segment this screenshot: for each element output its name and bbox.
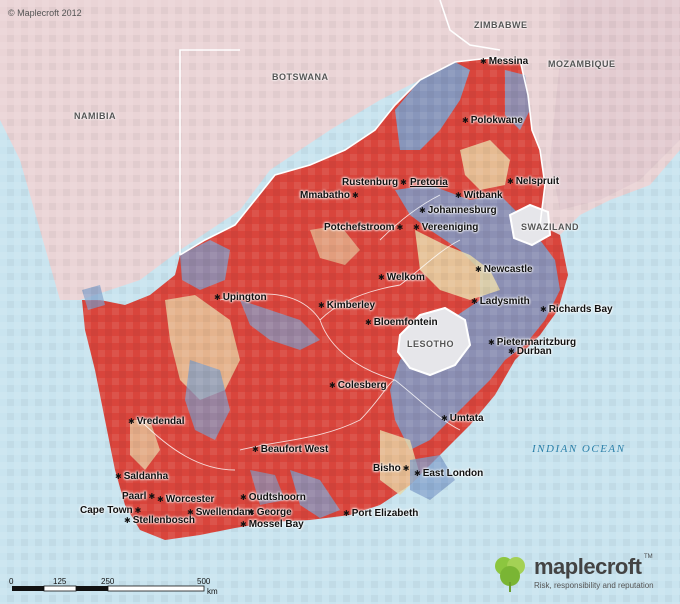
- city-colesberg[interactable]: ✱ Colesberg: [329, 380, 387, 391]
- city-marker-icon: ✱: [329, 381, 336, 390]
- city-marker-icon: ✱: [115, 472, 122, 481]
- city-marker-icon: ✱: [318, 301, 325, 310]
- ocean-label: INDIAN OCEAN: [532, 443, 626, 455]
- city-vereeniging[interactable]: ✱ Vereeniging: [413, 222, 479, 233]
- city-marker-icon: ✱: [414, 469, 421, 478]
- logo-brand: maplecroft: [534, 554, 642, 579]
- city-marker-icon: ✱: [441, 414, 448, 423]
- city-marker-icon: ✱: [480, 57, 487, 66]
- logo-tagline: Risk, responsibility and reputation: [534, 581, 654, 590]
- city-ladysmith[interactable]: ✱ Ladysmith: [471, 296, 530, 307]
- city-george[interactable]: ✱ George: [248, 507, 292, 518]
- city-marker-icon: ✱: [378, 273, 385, 282]
- city-swellendam[interactable]: ✱ Swellendam: [187, 507, 254, 518]
- city-marker-icon: ✱: [252, 445, 259, 454]
- city-marker-icon: ✱: [413, 223, 420, 232]
- city-worcester[interactable]: ✱ Worcester: [157, 494, 215, 505]
- city-bisho[interactable]: Bisho ✱: [373, 463, 410, 474]
- lesotho-area: [396, 306, 472, 377]
- city-oudtshoorn[interactable]: ✱ Oudtshoorn: [240, 492, 306, 503]
- city-marker-icon: ✱: [240, 493, 247, 502]
- city-marker-icon: ✱: [402, 464, 410, 473]
- country-label-mozambique: MOZAMBIQUE: [548, 59, 616, 69]
- scale-tick-500: 500: [197, 577, 211, 586]
- country-label-swaziland: SWAZILAND: [521, 222, 579, 232]
- city-marker-icon: ✱: [396, 223, 404, 232]
- city-marker-icon: ✱: [343, 509, 350, 518]
- city-newcastle[interactable]: ✱ Newcastle: [475, 264, 533, 275]
- scale-unit: km: [207, 587, 218, 596]
- city-port-elizabeth[interactable]: ✱ Port Elizabeth: [343, 508, 419, 519]
- city-east-london[interactable]: ✱ East London: [414, 468, 484, 479]
- city-marker-icon: ✱: [248, 508, 255, 517]
- city-messina[interactable]: ✱ Messina: [480, 56, 529, 67]
- scale-tick-0: 0: [9, 577, 14, 586]
- country-label-botswana: BOTSWANA: [272, 72, 329, 82]
- city-vredendal[interactable]: ✱ Vredendal: [128, 416, 185, 427]
- city-marker-icon: ✱: [365, 318, 372, 327]
- city-umtata[interactable]: ✱ Umtata: [441, 413, 484, 424]
- copyright-label: © Maplecroft 2012: [8, 8, 82, 18]
- city-rustenburg[interactable]: Rustenburg ✱: [342, 177, 407, 188]
- city-marker-icon: ✱: [157, 495, 164, 504]
- city-kimberley[interactable]: ✱ Kimberley: [318, 300, 376, 311]
- province-borders: [139, 194, 461, 471]
- city-marker-icon: ✱: [455, 191, 462, 200]
- city-mossel-bay[interactable]: ✱ Mossel Bay: [240, 519, 304, 530]
- country-borders: [179, 0, 546, 256]
- city-marker-icon: ✱: [134, 506, 142, 515]
- city-saldanha[interactable]: ✱ Saldanha: [115, 471, 169, 482]
- city-polokwane[interactable]: ✱ Polokwane: [462, 115, 523, 126]
- city-stellenbosch[interactable]: ✱ Stellenbosch: [124, 515, 195, 526]
- city-johannesburg[interactable]: ✱ Johannesburg: [419, 205, 497, 216]
- city-marker-icon: ✱: [508, 347, 515, 356]
- city-marker-icon: ✱: [475, 265, 482, 274]
- city-marker-icon: ✱: [419, 206, 426, 215]
- city-upington[interactable]: ✱ Upington: [214, 292, 267, 303]
- city-marker-icon: ✱: [128, 417, 135, 426]
- city-mmabatho[interactable]: Mmabatho ✱: [300, 190, 359, 201]
- maple-leaf-icon: [495, 557, 525, 592]
- city-welkom[interactable]: ✱ Welkom: [378, 272, 425, 283]
- city-marker-icon: ✱: [124, 516, 131, 525]
- city-witbank[interactable]: ✱ Witbank: [455, 190, 503, 201]
- city-marker-icon: ✱: [540, 305, 547, 314]
- country-label-zimbabwe: ZIMBABWE: [474, 20, 528, 30]
- city-beaufort-west[interactable]: ✱ Beaufort West: [252, 444, 329, 455]
- city-pietermaritzburg[interactable]: ✱ Pietermaritzburg: [488, 337, 577, 348]
- city-marker-icon: ✱: [471, 297, 478, 306]
- city-marker-icon: ✱: [400, 178, 407, 187]
- scale-tick-125: 125: [53, 577, 67, 586]
- city-marker-icon: ✱: [214, 293, 221, 302]
- city-durban[interactable]: ✱ Durban: [508, 346, 552, 357]
- city-bloemfontein[interactable]: ✱ Bloemfontein: [365, 317, 438, 328]
- city-paarl[interactable]: Paarl ✱: [122, 491, 156, 502]
- city-marker-icon: ✱: [240, 520, 247, 529]
- city-marker-icon: ✱: [148, 492, 156, 501]
- city-marker-icon: ✱: [507, 177, 514, 186]
- city-potchefstroom[interactable]: Potchefstroom ✱: [324, 222, 404, 233]
- scale-tick-250: 250: [101, 577, 115, 586]
- city-richards-bay[interactable]: ✱ Richards Bay: [540, 304, 613, 315]
- city-marker-icon: ✱: [462, 116, 469, 125]
- city-pretoria[interactable]: Pretoria: [410, 177, 448, 188]
- maplecroft-logo: maplecroft TM Risk, responsibility and r…: [490, 552, 660, 596]
- city-cape-town[interactable]: Cape Town ✱: [80, 505, 142, 516]
- country-label-lesotho: LESOTHO: [407, 339, 455, 349]
- scale-bar: [12, 585, 205, 592]
- logo-trademark: TM: [644, 554, 653, 560]
- city-marker-icon: ✱: [488, 338, 495, 347]
- city-nelspruit[interactable]: ✱ Nelspruit: [507, 176, 560, 187]
- city-marker-icon: ✱: [352, 191, 359, 200]
- city-marker-icon: ✱: [187, 508, 194, 517]
- swaziland-area: [508, 203, 552, 247]
- country-label-namibia: NAMIBIA: [74, 111, 116, 121]
